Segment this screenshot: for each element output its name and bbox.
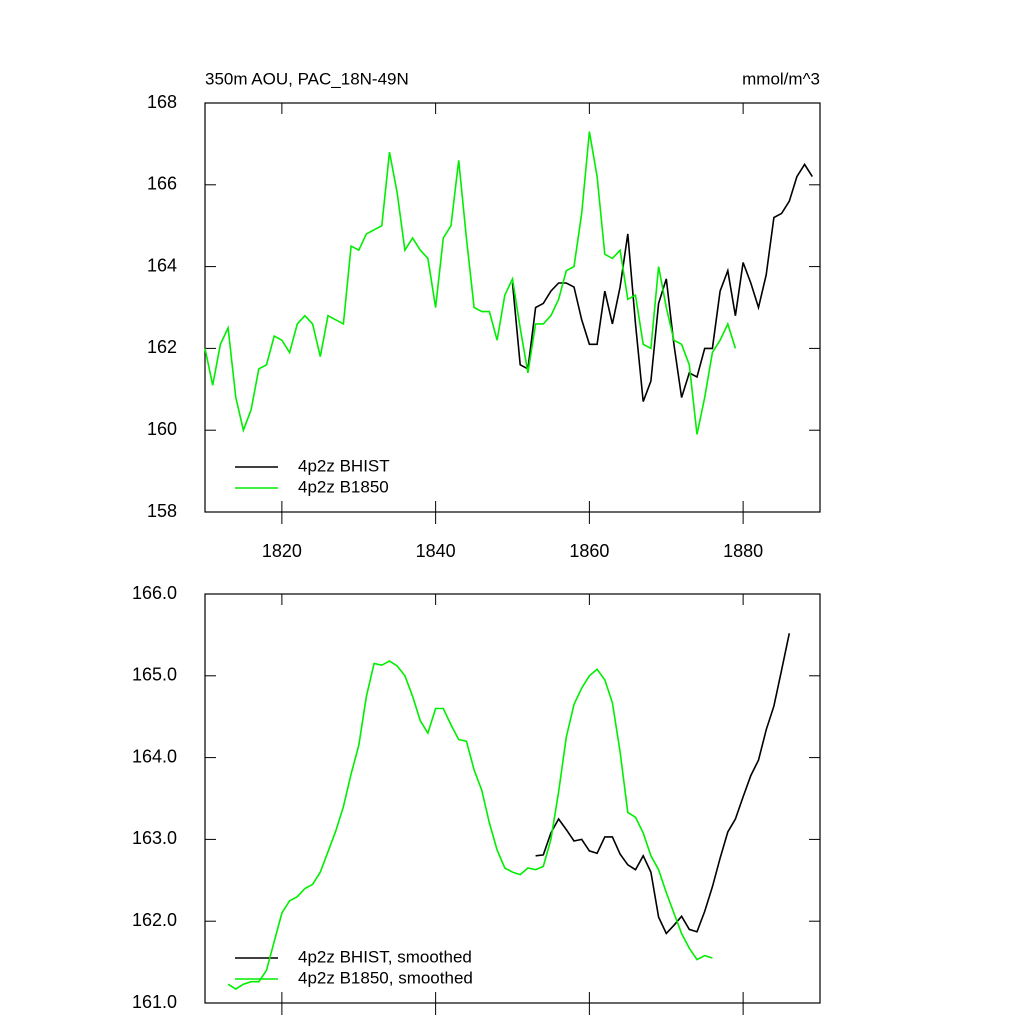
data-line [535,633,791,935]
legend-label: 4p2z B1850 [298,477,389,496]
legend-label: 4p2z B1850, smoothed [298,968,473,987]
data-line [204,131,737,435]
y-tick-label: 162 [147,337,177,357]
y-tick-label: 166 [147,174,177,194]
legend-label: 4p2z BHIST [298,456,390,475]
y-tick-label: 160 [147,419,177,439]
x-tick-label: 1840 [416,541,456,561]
y-tick-label: 162.0 [132,910,177,930]
y-tick-label: 163.0 [132,828,177,848]
chart-title: 350m AOU, PAC_18N-49N [205,69,409,88]
legend-label: 4p2z BHIST, smoothed [298,947,472,966]
units-label: mmol/m^3 [742,69,820,88]
y-tick-label: 166.0 [132,583,177,603]
data-line [227,660,713,991]
y-tick-label: 161.0 [132,992,177,1012]
y-tick-label: 168 [147,92,177,112]
x-tick-label: 1880 [723,541,763,561]
plot-frame [204,102,821,513]
y-tick-label: 164.0 [132,746,177,766]
x-tick-label: 1820 [262,541,302,561]
y-tick-label: 164 [147,255,177,275]
y-tick-label: 158 [147,501,177,521]
plot-frame [204,593,821,1004]
y-tick-label: 165.0 [132,665,177,685]
x-tick-label: 1860 [569,541,609,561]
